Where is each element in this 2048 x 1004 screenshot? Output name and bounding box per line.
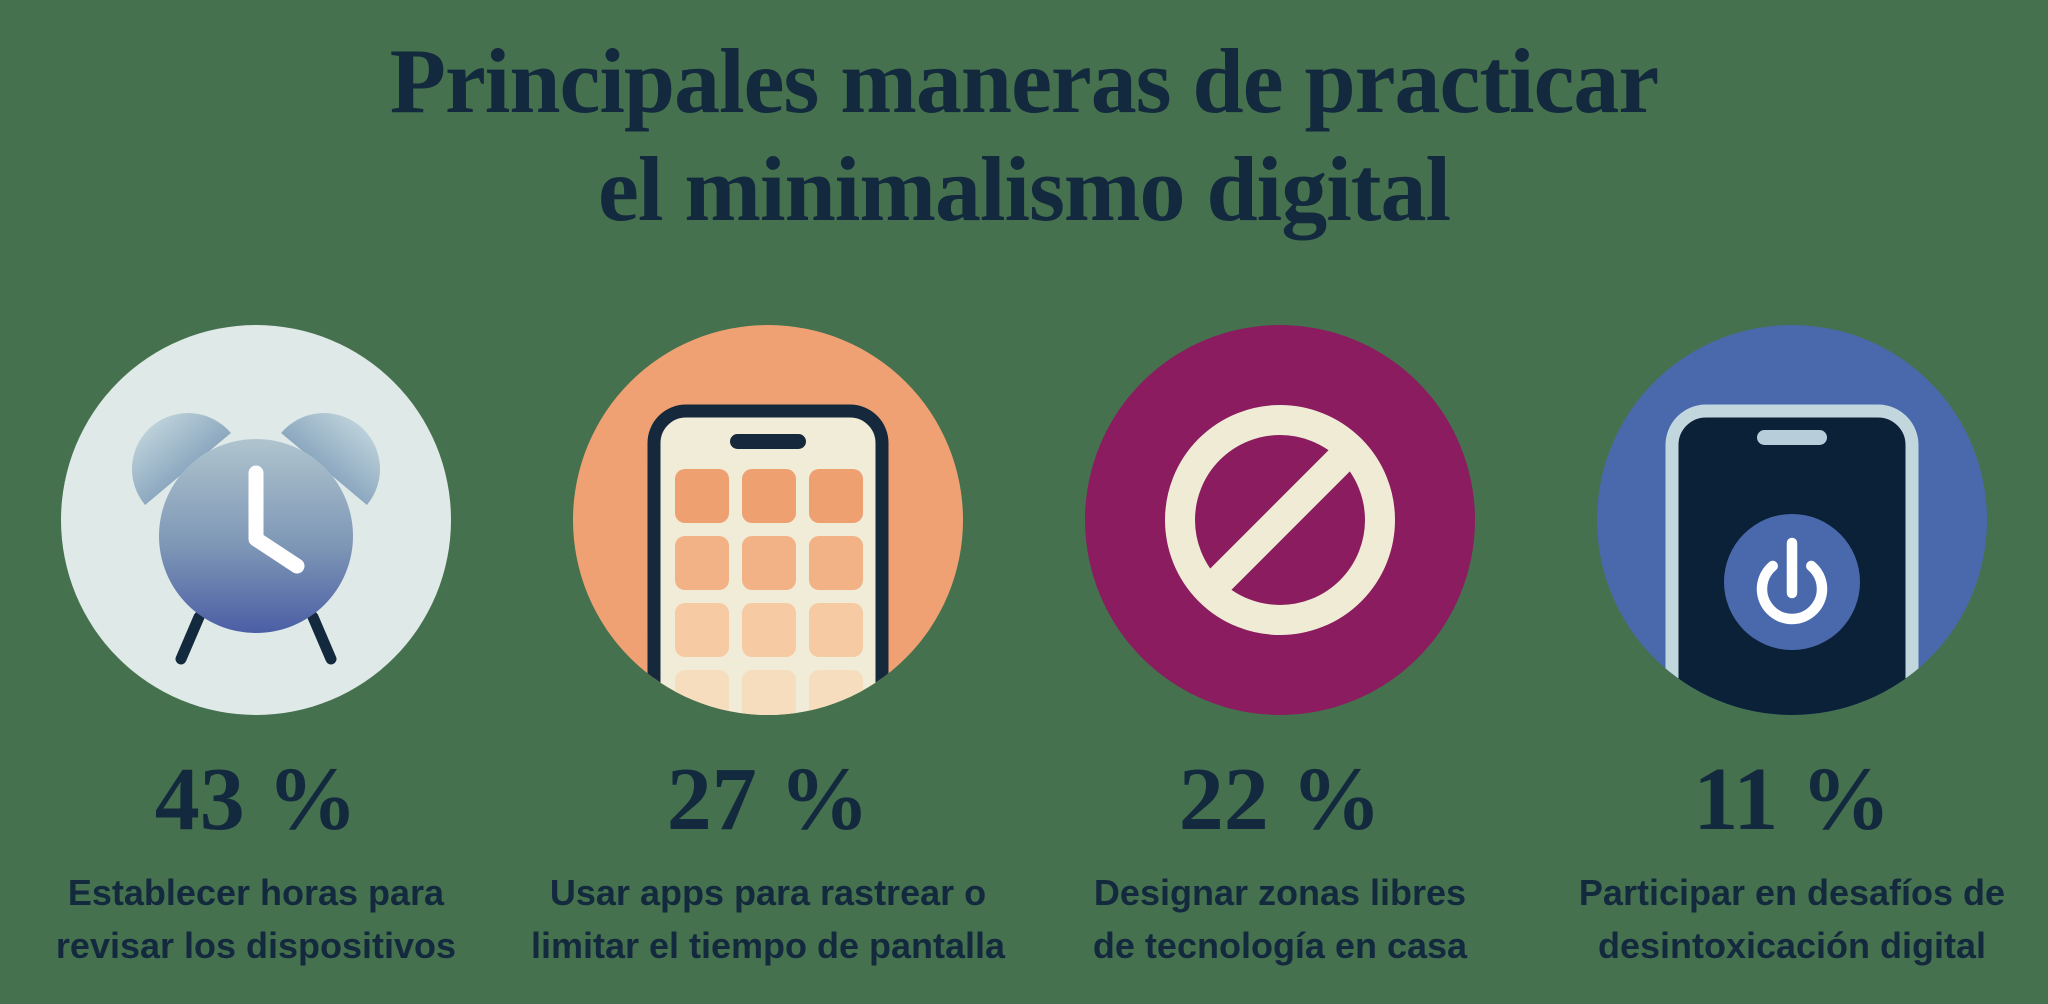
stat-percent: 22 %	[1178, 750, 1382, 849]
stat-circle-tech-free-zones	[1085, 325, 1475, 715]
phone-apps-grid-icon	[647, 404, 889, 715]
stat-circle-apps-track	[573, 325, 963, 715]
stat-caption: Participar en desafíos de desintoxicació…	[1578, 872, 2006, 966]
stat-item-tech-free-zones: 22 % Designar zonas libres de tecnología…	[1024, 325, 1536, 972]
phone-power-button-icon	[1665, 404, 1919, 715]
stat-percent: 11 %	[1693, 750, 1891, 849]
stat-percent: 27 %	[666, 750, 870, 849]
stat-item-set-hours: 43 % Establecer horas para revisar los d…	[0, 325, 512, 972]
stat-circle-set-hours	[61, 325, 451, 715]
stat-caption: Designar zonas libres de tecnología en c…	[1092, 872, 1468, 966]
stat-item-detox-challenges: 11 % Participar en desafíos de desintoxi…	[1536, 325, 2048, 972]
prohibition-sign-icon	[1165, 405, 1395, 635]
stat-circle-detox-challenges	[1597, 325, 1987, 715]
alarm-clock-icon	[132, 413, 380, 665]
stat-caption: Establecer horas para revisar los dispos…	[55, 872, 457, 966]
page-title: Principales maneras de practicar el mini…	[389, 30, 1660, 240]
stat-item-apps-track: 27 % Usar apps para rastrear o limitar e…	[512, 325, 1024, 972]
stat-caption: Usar apps para rastrear o limitar el tie…	[530, 872, 1006, 966]
stat-percent: 43 %	[154, 750, 358, 849]
stats-row: 43 % Establecer horas para revisar los d…	[0, 325, 2048, 972]
